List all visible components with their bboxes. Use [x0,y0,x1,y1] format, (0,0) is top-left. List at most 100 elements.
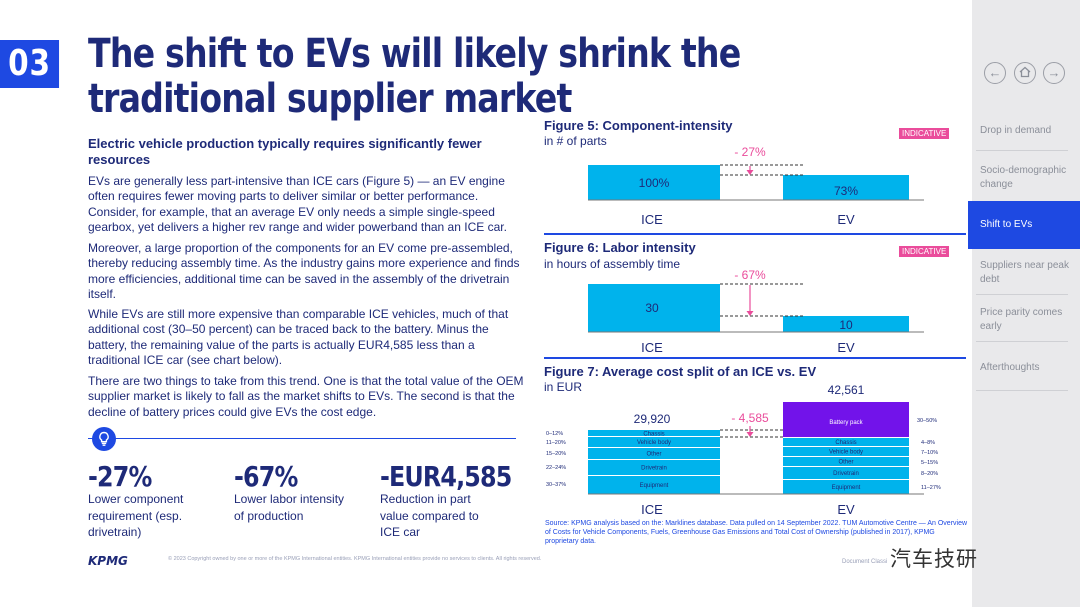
stat-value: -EUR4,585 [380,460,512,493]
fig7-arrow-head [746,432,754,437]
fig7-ev-seg-other [783,457,909,466]
indicative-badge: INDICATIVE [899,128,950,139]
fig5-arrow-head [746,170,754,175]
stat-value: -67% [234,460,298,493]
fig6-ev-value: 10 [839,318,853,332]
fig7-ice-label-other: Other [646,452,661,458]
home-icon[interactable] [1014,62,1036,84]
fig6-x-ev: EV [837,340,855,355]
fig6-chart: - 67% 30 10 ICE EV [588,268,924,355]
fig7-ice-seg-body [588,437,720,447]
back-arrow-icon[interactable]: ← [984,62,1006,84]
fig5-chart: - 27% 100% 73% ICE EV [588,145,924,227]
nav-item-shift-to-evs[interactable]: Shift to EVs [980,219,1033,230]
fig5-ev-value: 73% [834,184,858,198]
fig7-ev-seg-equipment [783,480,909,494]
nav-active-highlight [968,201,1080,249]
nav-item-price-parity[interactable]: Price parity comes early [980,307,1063,332]
fig6-title: Figure 6: Labor intensity [544,240,696,255]
fig7-ice-seg-chassis [588,430,720,436]
fig7-title: Figure 7: Average cost split of an ICE v… [544,364,817,379]
fig5-title: Figure 5: Component-intensity [544,118,733,133]
fig7-ev-range-equipment: 11–27% [921,485,941,491]
fig7-ev-label-chassis: Chassis [835,440,856,446]
fig6-bar-ev [783,316,909,332]
nav-divider [976,294,1068,295]
nav-item-drop-in-demand[interactable]: Drop in demand [980,125,1052,136]
paragraph-3: While EVs are still more expensive than … [88,307,509,367]
fig5-ice-value: 100% [639,176,670,190]
fig7-ev-label-equipment: Equipment [832,485,861,491]
fig7-x-ice: ICE [641,502,663,517]
lightbulb-icon [92,427,116,451]
fig5-x-ice: ICE [641,212,663,227]
fig7-ice-range-other: 15–20% [546,451,566,457]
nav-divider [976,390,1068,391]
lead-heading: Electric vehicle production typically re… [88,136,482,167]
fig7-ice-range-drivetrain: 22–24% [546,465,566,471]
document-classification: Document Classi [842,559,888,565]
forward-arrow-icon[interactable]: → [1043,62,1065,84]
fig6-x-ice: ICE [641,340,663,355]
kpmg-logo: KPMG [88,554,128,568]
side-nav [972,0,1080,607]
fig7-ev-total: 42,561 [828,383,865,397]
fig5-delta: - 27% [734,145,766,159]
fig7-ice-seg-other [588,448,720,459]
fig7-ice-label-equipment: Equipment [640,483,669,489]
stat-description: Lower component requirement (esp. drivet… [88,492,184,539]
fig7-ev-seg-body [783,447,909,456]
fig7-ev-label-drivetrain: Drivetrain [833,471,859,477]
fig7-ev-range-chassis: 4–8% [921,440,935,446]
stat-description: Lower labor intensity of production [234,492,345,523]
indicative-badge: INDICATIVE [899,246,950,257]
fig7-ice-label-body: Vehicle body [637,440,671,446]
fig7-ev-label-other: Other [838,460,853,466]
fig7-ice-seg-drivetrain [588,460,720,475]
fig6-bar-ice [588,284,720,332]
paragraph-2: Moreover, a large proportion of the comp… [88,241,520,301]
fig7-ev-stack: Battery pack Chassis Vehicle body Other … [783,402,941,494]
section-number: 03 [0,40,60,88]
fig7-ev-label-battery: Battery pack [829,420,863,426]
paragraph-1: EVs are generally less part-intensive th… [88,174,507,234]
fig7-ice-label-chassis: Chassis [643,432,664,438]
fig7-ice-range-chassis: 0–12% [546,431,563,437]
watermark: 汽车技研 [890,548,978,571]
copyright-footer: © 2023 Copyright owned by one or more of… [168,556,542,562]
fig5-bar-ev [783,175,909,200]
fig7-ice-range-body: 11–20% [546,440,566,446]
nav-item-afterthoughts[interactable]: Afterthoughts [980,362,1040,373]
fig7-delta: - 4,585 [731,411,769,425]
stat-part-value: -EUR4,585 Reduction in part value compar… [380,460,530,541]
fig7-subtitle: in EUR [544,380,583,394]
fig7-x-ev: EV [837,502,855,517]
fig7-ev-seg-battery [783,402,909,437]
fig7-ev-label-body: Vehicle body [829,450,863,456]
fig7-ev-range-other: 5–15% [921,460,938,466]
fig6-subtitle: in hours of assembly time [544,257,681,271]
fig-divider-2 [544,357,966,359]
fig7-ev-seg-drivetrain [783,467,909,479]
fig7-ice-stack: Chassis Vehicle body Other Drivetrain Eq… [546,430,720,494]
fig7-chart: Chassis Vehicle body Other Drivetrain Eq… [546,383,941,517]
fig7-ev-seg-chassis [783,438,909,446]
fig6-ice-value: 30 [645,301,659,315]
fig6-arrow-head [746,311,754,316]
fig7-ice-total: 29,920 [634,412,671,426]
fig-divider-1 [544,233,966,235]
stat-description: Reduction in part value compared to ICE … [380,492,479,539]
stat-value: -27% [88,460,152,493]
fig5-subtitle: in # of parts [544,134,607,148]
fig7-ev-range-body: 7–10% [921,450,938,456]
fig7-ice-label-drivetrain: Drivetrain [641,466,667,472]
fig5-x-ev: EV [837,212,855,227]
nav-item-socio-demographic[interactable]: Socio-demographic change [980,165,1067,190]
fig6-delta: - 67% [734,268,766,282]
fig7-ice-range-equipment: 30–37% [546,482,566,488]
page-title: The shift to EVs will likely shrink the … [88,31,741,122]
stat-component: -27% Lower component requirement (esp. d… [88,460,228,541]
nav-item-suppliers[interactable]: Suppliers near peak debt [980,260,1069,285]
fig7-ice-seg-equipment [588,476,720,494]
fig5-bar-ice [588,165,720,200]
